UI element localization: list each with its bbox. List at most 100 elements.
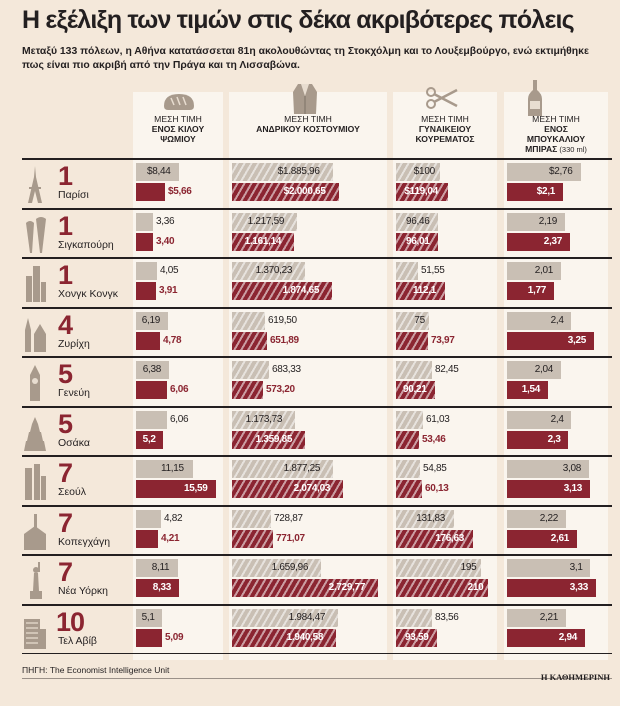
city-name: Χονγκ Κονγκ <box>58 288 118 300</box>
red-bar <box>232 480 343 498</box>
city-name: Ζυρίχη <box>58 337 90 350</box>
bar-value-label: 5,09 <box>165 631 184 643</box>
row-divider <box>22 504 612 507</box>
column-header-line: ΕΝΟΣ ΚΙΛΟΥ <box>151 124 205 134</box>
column-header-unit: (330 ml) <box>557 145 587 154</box>
bar-value-label: 15,59 <box>184 483 208 494</box>
supertree-icon <box>22 215 48 255</box>
beer-bottle-icon <box>527 79 543 122</box>
bar-value-label: 4,05 <box>160 265 179 276</box>
red-bar <box>507 183 563 201</box>
gray-bar <box>396 608 432 627</box>
red-bar <box>232 183 339 201</box>
bar-value-label: 1.217,59 <box>247 215 285 227</box>
gray-bar <box>396 163 440 181</box>
bottom-rule <box>22 678 612 679</box>
bar-value-label: 2,3 <box>547 433 561 445</box>
bar-value-label: 3,91 <box>159 285 178 296</box>
bar-value-label: 771,07 <box>276 532 305 544</box>
red-bar <box>507 430 568 449</box>
bar-value-label: 96,46 <box>406 215 430 227</box>
bar-value-label: 3,1 <box>569 562 583 573</box>
bar-value-label: $8,44 <box>147 166 171 177</box>
column-header-line: ΜΕΣΗ ΤΙΜΗ <box>284 114 332 124</box>
column-header-line: ΕΝΟΣ <box>544 124 568 134</box>
city-rank: 7 <box>58 557 73 587</box>
city-name: Τελ Αβίβ <box>58 634 97 647</box>
bar-value-label: 1.877,25 <box>283 463 321 474</box>
city-rank: 1 <box>58 260 73 290</box>
gray-bar <box>396 262 418 280</box>
bar-value-label: 1.161,14 <box>244 235 282 247</box>
bar-value-label: 3,25 <box>567 334 587 346</box>
bar-value-label: 83,56 <box>435 611 459 623</box>
suit-icon <box>292 82 318 121</box>
bar-value-label: 6,38 <box>142 364 162 375</box>
red-bar <box>396 381 435 399</box>
bar-value-label: 1,77 <box>527 285 547 296</box>
red-bar <box>232 628 336 647</box>
red-bar <box>232 232 294 251</box>
gray-bar <box>136 559 178 577</box>
city-rank: 1 <box>58 210 73 241</box>
city-name: Παρίσι <box>58 189 89 201</box>
bar-value-label: 210 <box>467 582 484 593</box>
bar-value-label: 5,2 <box>142 433 156 445</box>
red-bar <box>232 282 332 300</box>
bar-value-label: 1,54 <box>521 384 541 395</box>
red-bar <box>136 480 216 498</box>
row-divider <box>22 603 612 606</box>
row-divider <box>22 405 612 408</box>
bar-value-label: 573,20 <box>266 384 295 395</box>
bar-value-label: 75 <box>414 314 425 326</box>
gray-bar <box>396 460 420 478</box>
red-bar <box>507 579 596 597</box>
bar-value-label: 5,1 <box>141 611 155 623</box>
bar-value-label: 54,85 <box>423 463 447 474</box>
city-name: Κοπεγχάγη <box>58 535 111 548</box>
city-name: Οσάκα <box>58 436 90 449</box>
bar-value-label: 1.370,23 <box>255 265 293 276</box>
column-header-line: ΜΕΣΗ ΤΙΜΗ <box>532 114 580 124</box>
bar-value-label: 93,59 <box>405 631 429 643</box>
gray-bar <box>136 608 162 627</box>
gray-bar <box>232 311 265 330</box>
gray-bar <box>396 509 454 528</box>
column-header-line: ΜΕΣΗ ΤΙΜΗ <box>421 114 469 124</box>
row-divider <box>22 356 612 358</box>
gray-bar <box>136 410 167 429</box>
red-bar <box>136 628 162 647</box>
gray-bar <box>232 608 338 627</box>
city-rank: 7 <box>58 507 73 538</box>
bar-value-label: 2,37 <box>543 235 563 247</box>
red-bar <box>507 628 585 647</box>
row-divider <box>22 257 612 259</box>
red-bar <box>136 529 158 548</box>
gray-bar <box>136 509 161 528</box>
city-rank: 7 <box>58 458 73 488</box>
gray-bar <box>232 410 295 429</box>
red-bar <box>396 232 438 251</box>
red-bar <box>507 480 590 498</box>
bar-value-label: 3,36 <box>156 215 175 227</box>
bar-value-label: 195 <box>460 562 477 573</box>
column-header-line: ΜΠΟΥΚΑΛΙΟΥ <box>526 134 586 144</box>
geneva-clocktower-icon <box>22 363 48 403</box>
row-divider <box>22 455 612 457</box>
bar-value-label: 2.729,77 <box>328 582 366 593</box>
bar-value-label: 131,83 <box>416 512 445 524</box>
row-divider <box>22 653 612 654</box>
red-bar <box>232 430 305 449</box>
red-bar <box>136 282 156 300</box>
bar-value-label: 2,21 <box>539 611 559 623</box>
scissors-icon <box>425 86 459 115</box>
bar-value-label: $2,76 <box>549 166 573 177</box>
copenhagen-building-icon <box>22 512 48 552</box>
zurich-church-icon <box>22 314 48 354</box>
red-bar <box>232 529 273 548</box>
bar-value-label: 651,89 <box>270 334 299 346</box>
bar-value-label: 4,78 <box>163 334 182 346</box>
tel-aviv-building-icon <box>22 611 48 651</box>
red-bar <box>396 628 437 647</box>
